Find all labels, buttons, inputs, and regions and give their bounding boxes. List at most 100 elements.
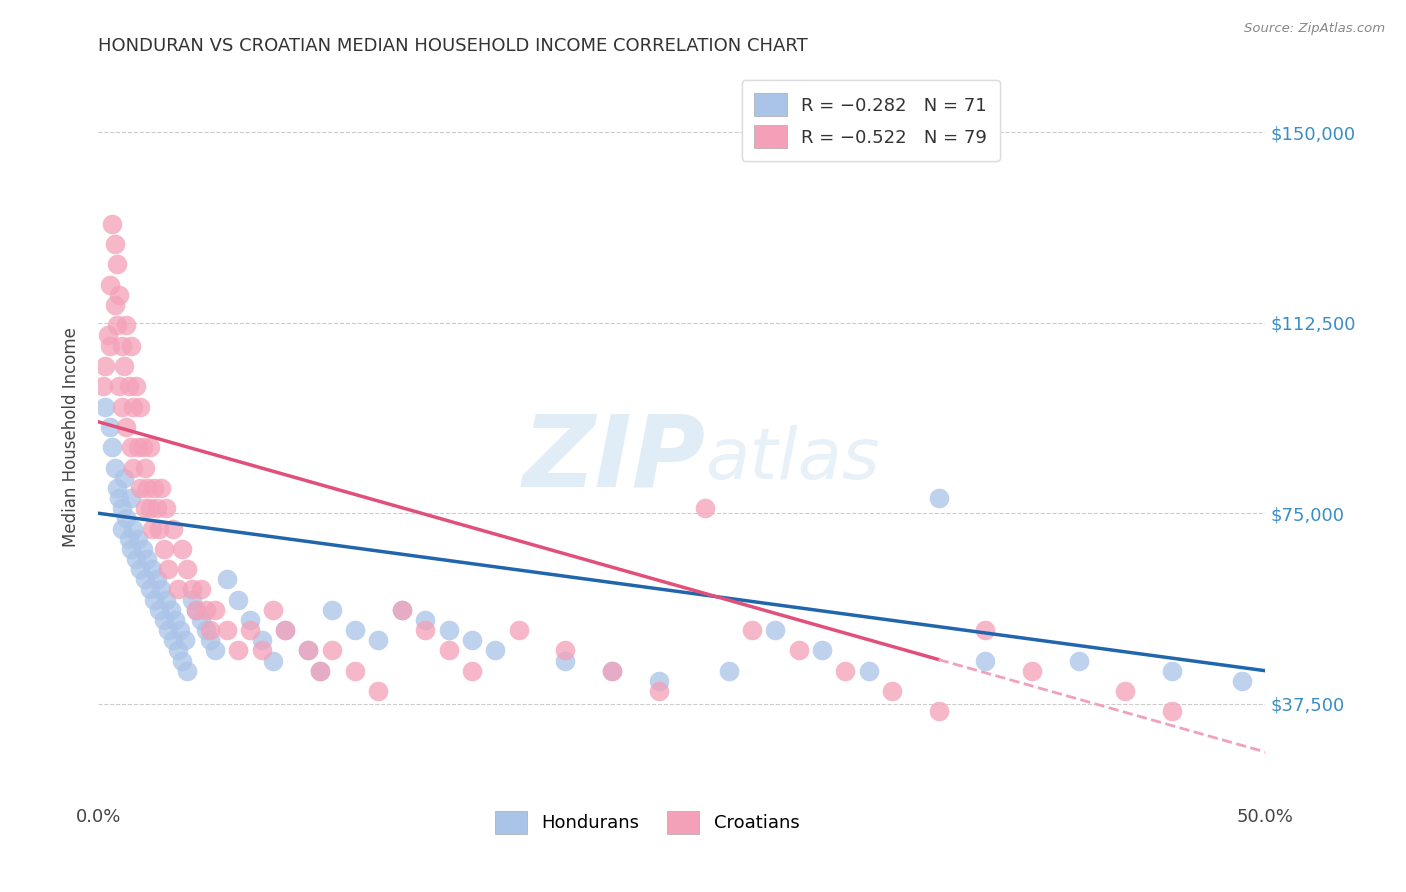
Point xyxy=(858,664,880,678)
Point xyxy=(461,633,484,648)
Point xyxy=(112,359,135,373)
Point xyxy=(118,379,141,393)
Point xyxy=(391,603,413,617)
Point xyxy=(297,643,319,657)
Point xyxy=(437,623,460,637)
Point xyxy=(120,541,142,556)
Point xyxy=(309,664,332,678)
Point xyxy=(413,623,436,637)
Point xyxy=(91,379,114,393)
Text: ZIP: ZIP xyxy=(522,410,706,508)
Point xyxy=(162,633,184,648)
Point xyxy=(155,501,177,516)
Point xyxy=(146,501,169,516)
Point xyxy=(763,623,786,637)
Point xyxy=(111,501,134,516)
Point xyxy=(274,623,297,637)
Point xyxy=(600,664,623,678)
Point xyxy=(129,481,152,495)
Point xyxy=(190,582,212,597)
Point xyxy=(108,288,131,302)
Point xyxy=(695,501,717,516)
Point xyxy=(157,562,180,576)
Point xyxy=(717,664,740,678)
Point xyxy=(647,684,669,698)
Point xyxy=(600,664,623,678)
Point xyxy=(97,328,120,343)
Point xyxy=(120,491,142,505)
Point xyxy=(787,643,810,657)
Point xyxy=(176,562,198,576)
Point xyxy=(391,603,413,617)
Point xyxy=(98,420,121,434)
Point xyxy=(152,613,174,627)
Point xyxy=(176,664,198,678)
Point xyxy=(98,338,121,352)
Point xyxy=(136,481,159,495)
Point xyxy=(139,582,162,597)
Point xyxy=(204,643,226,657)
Point xyxy=(741,623,763,637)
Point xyxy=(1067,654,1090,668)
Point xyxy=(344,623,367,637)
Point xyxy=(834,664,856,678)
Point xyxy=(129,400,152,414)
Point xyxy=(134,501,156,516)
Point xyxy=(108,491,131,505)
Point xyxy=(125,552,148,566)
Point xyxy=(1021,664,1043,678)
Point xyxy=(101,440,124,454)
Point xyxy=(554,643,576,657)
Legend: Hondurans, Croatians: Hondurans, Croatians xyxy=(484,800,810,845)
Point xyxy=(1230,673,1253,688)
Point xyxy=(200,633,222,648)
Point xyxy=(152,541,174,556)
Point xyxy=(127,532,149,546)
Point xyxy=(274,623,297,637)
Point xyxy=(166,643,188,657)
Point xyxy=(974,623,997,637)
Point xyxy=(186,603,208,617)
Point xyxy=(228,643,250,657)
Point xyxy=(250,643,273,657)
Point xyxy=(159,603,181,617)
Point xyxy=(104,298,127,312)
Point xyxy=(136,552,159,566)
Point xyxy=(141,562,163,576)
Point xyxy=(143,481,166,495)
Point xyxy=(120,440,142,454)
Point xyxy=(484,643,506,657)
Point xyxy=(157,623,180,637)
Point xyxy=(239,613,262,627)
Point xyxy=(115,420,138,434)
Point xyxy=(461,664,484,678)
Point xyxy=(150,582,173,597)
Point xyxy=(297,643,319,657)
Point xyxy=(173,633,195,648)
Text: Source: ZipAtlas.com: Source: ZipAtlas.com xyxy=(1244,22,1385,36)
Point xyxy=(554,654,576,668)
Point xyxy=(172,654,194,668)
Point xyxy=(112,471,135,485)
Point xyxy=(122,400,145,414)
Point xyxy=(413,613,436,627)
Point xyxy=(437,643,460,657)
Point xyxy=(125,379,148,393)
Point xyxy=(367,684,389,698)
Text: HONDURAN VS CROATIAN MEDIAN HOUSEHOLD INCOME CORRELATION CHART: HONDURAN VS CROATIAN MEDIAN HOUSEHOLD IN… xyxy=(98,37,808,54)
Point xyxy=(146,572,169,586)
Point xyxy=(141,521,163,535)
Point xyxy=(811,643,834,657)
Point xyxy=(1161,664,1184,678)
Point xyxy=(321,603,343,617)
Point xyxy=(321,643,343,657)
Point xyxy=(928,705,950,719)
Point xyxy=(880,684,903,698)
Point xyxy=(250,633,273,648)
Point xyxy=(105,318,128,333)
Point xyxy=(204,603,226,617)
Point xyxy=(111,521,134,535)
Point xyxy=(228,592,250,607)
Point xyxy=(134,460,156,475)
Point xyxy=(239,623,262,637)
